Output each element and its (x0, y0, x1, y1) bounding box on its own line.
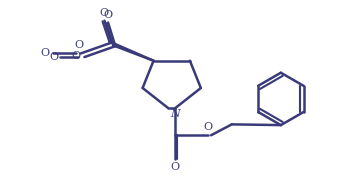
Text: O: O (49, 52, 58, 62)
Text: O: O (71, 51, 80, 61)
Text: O: O (103, 10, 113, 20)
Text: O: O (171, 162, 180, 172)
Text: O: O (100, 8, 109, 18)
Text: N: N (170, 109, 180, 120)
Text: O: O (41, 48, 50, 58)
Text: O: O (74, 40, 83, 50)
Text: O: O (204, 122, 213, 132)
